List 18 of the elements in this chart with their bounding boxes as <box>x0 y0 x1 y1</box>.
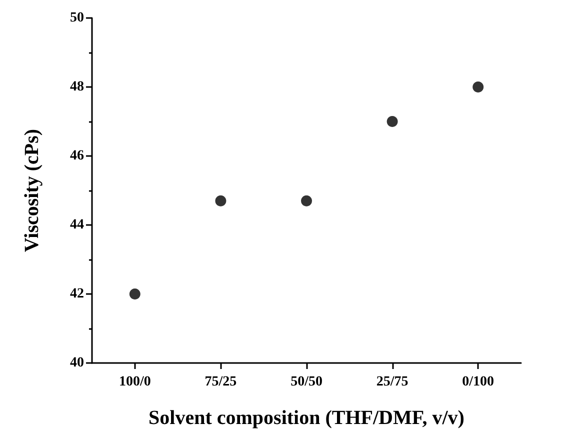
x-axis-title: Solvent composition (THF/DMF, v/v) <box>148 407 464 429</box>
point <box>472 82 484 92</box>
x-tick-label: 25/75 <box>376 374 408 390</box>
point <box>129 288 140 300</box>
y-tick-label: 46 <box>70 148 84 164</box>
y-tick-label: 42 <box>70 286 84 302</box>
x-tick-label: 100/0 <box>118 374 151 390</box>
point <box>301 195 312 206</box>
y-tick-label: 50 <box>70 10 84 26</box>
x-tick-label: 50/50 <box>290 374 322 390</box>
point <box>215 195 226 206</box>
y-tick-label: 44 <box>70 218 84 232</box>
y-tick-label: 48 <box>70 80 84 94</box>
y-tick-label: 40 <box>70 356 84 370</box>
point <box>386 116 398 127</box>
y-axis-title: Viscosity (cPs) <box>21 128 43 252</box>
x-tick-label: 75/25 <box>204 374 237 390</box>
x-tick-label: 0/100 <box>462 374 494 390</box>
